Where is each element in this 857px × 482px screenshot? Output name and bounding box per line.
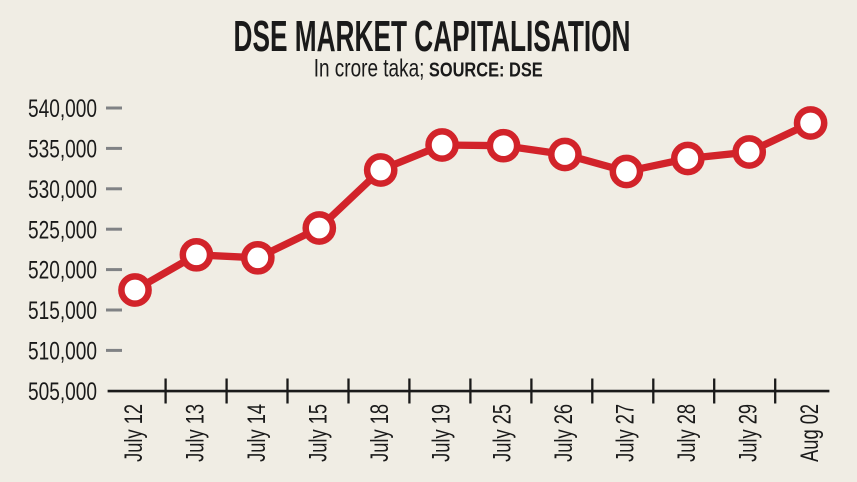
svg-text:SOURCE: DSE: SOURCE: DSE [429,60,543,82]
svg-text:July 27: July 27 [612,404,640,462]
svg-text:July 12: July 12 [120,404,148,462]
svg-text:July 15: July 15 [305,404,333,462]
svg-text:July 14: July 14 [243,404,271,462]
svg-text:510,000: 510,000 [28,338,97,366]
svg-text:July 25: July 25 [489,404,517,462]
svg-text:540,000: 540,000 [28,95,97,123]
svg-text:525,000: 525,000 [28,216,97,244]
svg-text:July 26: July 26 [550,404,578,462]
svg-text:Aug 02: Aug 02 [796,404,824,462]
svg-text:535,000: 535,000 [28,136,97,164]
svg-text:July 13: July 13 [182,404,210,462]
svg-text:530,000: 530,000 [28,176,97,204]
svg-text:July 29: July 29 [734,404,762,462]
svg-text:520,000: 520,000 [28,257,97,285]
svg-text:515,000: 515,000 [28,297,97,325]
svg-text:505,000: 505,000 [28,378,97,406]
svg-text:July 18: July 18 [366,404,394,462]
svg-text:July 19: July 19 [427,404,455,462]
svg-text:July 28: July 28 [673,404,701,462]
svg-text:DSE MARKET CAPITALISATION: DSE MARKET CAPITALISATION [234,12,631,61]
svg-text:In crore taka;: In crore taka; [314,55,425,83]
